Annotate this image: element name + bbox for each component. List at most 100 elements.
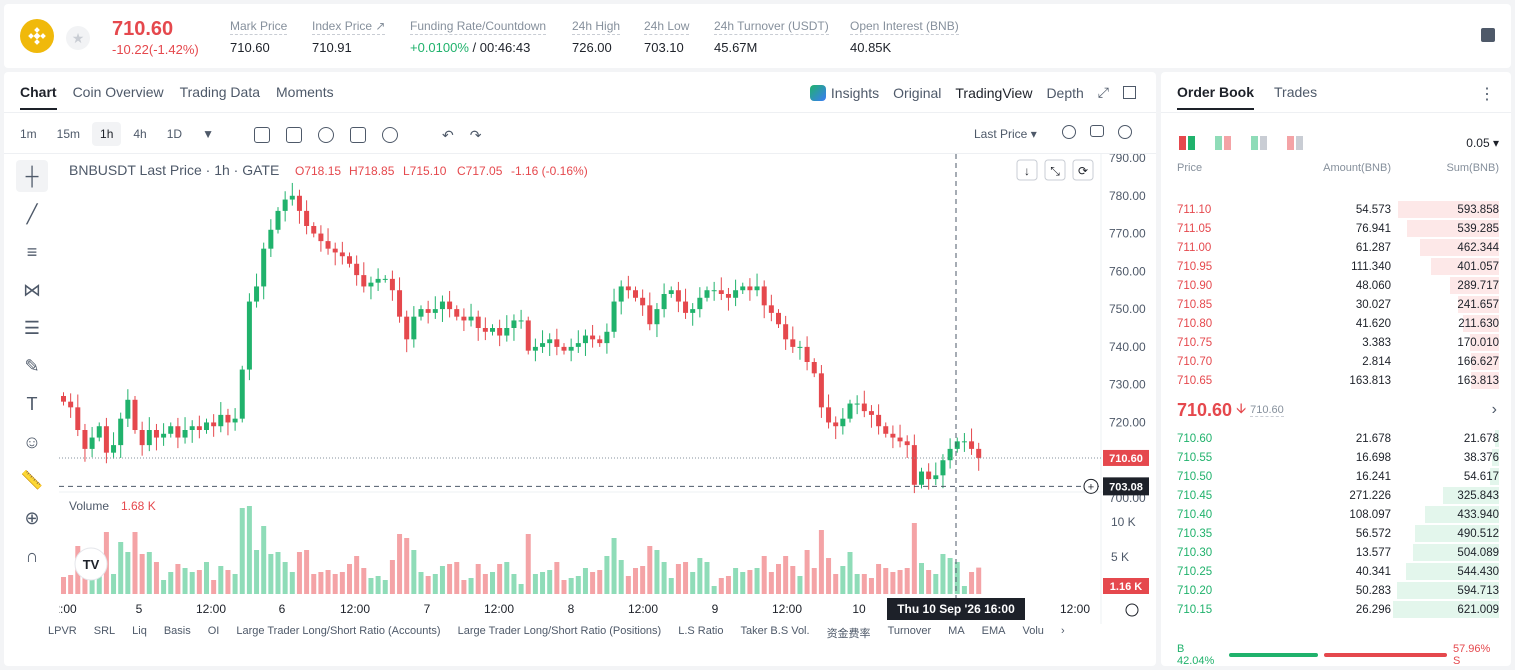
bid-row[interactable]: 710.45 271.226 325.843 (1161, 486, 1511, 505)
ask-row[interactable]: 710.65 163.813 163.813 (1161, 371, 1511, 390)
bid-row[interactable]: 710.30 13.577 504.089 (1161, 543, 1511, 562)
price-step-select[interactable]: 0.05 ▾ (1466, 136, 1499, 150)
ask-row[interactable]: 711.10 54.573 593.858 (1161, 200, 1511, 219)
ask-row[interactable]: 711.00 61.287 462.344 (1161, 238, 1511, 257)
bid-row[interactable]: 710.60 21.678 21.678 (1161, 429, 1511, 448)
candle (175, 426, 181, 438)
ask-row[interactable]: 710.80 41.620 211.630 (1161, 314, 1511, 333)
candle (375, 278, 381, 283)
indicator-item[interactable]: Large Trader Long/Short Ratio (Positions… (457, 625, 662, 637)
candle (225, 414, 231, 423)
view-tradingview[interactable]: TradingView (955, 84, 1033, 101)
indicator-item[interactable]: L.S Ratio (678, 625, 724, 637)
indicator-item[interactable]: Taker B.S Vol. (740, 625, 810, 637)
stat-index-price[interactable]: Index Price ↗ 710.91 (312, 19, 386, 55)
tab-moments[interactable]: Moments (276, 84, 334, 100)
ask-row[interactable]: 710.90 48.060 289.717 (1161, 276, 1511, 295)
chevron-right-icon[interactable]: › (1491, 401, 1497, 418)
candle (275, 210, 281, 230)
bid-row[interactable]: 710.35 56.572 490.512 (1161, 524, 1511, 543)
indicator-item[interactable]: EMA (981, 625, 1006, 637)
volume-bar (783, 556, 789, 594)
view-original[interactable]: Original (893, 84, 942, 101)
indicator-item[interactable]: Liq (132, 625, 147, 637)
view-both-icon[interactable] (1179, 136, 1195, 150)
redo-icon[interactable]: ↷ (469, 127, 482, 143)
view-depth[interactable]: Depth (1046, 84, 1084, 101)
indicator-item[interactable]: 资金费率 (826, 628, 871, 640)
chevron-right-icon[interactable]: › (1060, 625, 1065, 637)
mid-price-row[interactable]: 710.60 🡫 710.60 › (1177, 398, 1497, 422)
ask-row[interactable]: 711.05 76.941 539.285 (1161, 219, 1511, 238)
indicator-item[interactable]: Turnover (887, 625, 932, 637)
tf-4h[interactable]: 4h (133, 127, 147, 141)
expand-icon[interactable]: ⤢ (1097, 84, 1109, 100)
add-alert-icon[interactable] (382, 127, 398, 143)
trendline-icon[interactable]: ╱ (26, 203, 38, 224)
bid-row[interactable]: 710.15 26.296 621.009 (1161, 600, 1511, 619)
emoji-icon[interactable]: ☺ (22, 431, 42, 452)
camera-icon[interactable] (1090, 125, 1104, 137)
indicator-item[interactable]: Large Trader Long/Short Ratio (Accounts) (236, 625, 441, 637)
ask-depth-bar (1430, 258, 1499, 275)
gear-icon[interactable] (1118, 125, 1132, 139)
indicator-item[interactable]: Volu (1022, 625, 1044, 637)
pattern-icon[interactable]: ⋈ (23, 279, 41, 300)
brush-icon[interactable]: ✎ (24, 355, 40, 376)
bid-price: 710.15 (1177, 603, 1213, 616)
text-icon[interactable]: T (26, 393, 38, 414)
indicator-item[interactable]: SRL (93, 625, 116, 637)
indicator-item[interactable]: Basis (163, 625, 191, 637)
tradingview-logo-text: TV (83, 557, 100, 572)
x-tick-label: 7 (424, 602, 431, 616)
tf-dropdown-icon[interactable]: ▼ (202, 127, 214, 141)
view-asks-icon[interactable] (1287, 136, 1303, 150)
tf-1h[interactable]: 1h (92, 122, 122, 146)
tab-chart[interactable]: Chart (20, 84, 57, 110)
candle (833, 422, 839, 427)
ruler-icon[interactable]: 📏 (20, 469, 44, 490)
bid-row[interactable]: 710.25 40.341 544.430 (1161, 562, 1511, 581)
candle-type-icon[interactable] (254, 127, 270, 143)
template-icon[interactable] (350, 127, 366, 143)
fullscreen-icon[interactable] (1123, 86, 1136, 99)
view-both-light-icon[interactable] (1215, 136, 1231, 150)
bid-row[interactable]: 710.40 108.097 433.940 (1161, 505, 1511, 524)
ask-row[interactable]: 710.85 30.027 241.657 (1161, 295, 1511, 314)
favorite-star-icon[interactable]: ★ (66, 26, 90, 50)
tab-trades[interactable]: Trades (1274, 84, 1318, 100)
magnet-icon[interactable]: ∩ (25, 545, 39, 566)
indicator-item[interactable]: OI (207, 625, 220, 637)
price-source-select[interactable]: Last Price ▾ (974, 127, 1037, 141)
book-icon[interactable] (1481, 28, 1495, 42)
tab-order-book[interactable]: Order Book (1177, 84, 1255, 110)
more-menu-icon[interactable]: ⋮ (1479, 86, 1495, 103)
tab-trading-data[interactable]: Trading Data (179, 84, 261, 100)
bid-row[interactable]: 710.20 50.283 594.713 (1161, 581, 1511, 600)
indicators-icon[interactable] (286, 127, 302, 143)
horizontal-lines-icon[interactable]: ≡ (26, 241, 38, 262)
undo-icon[interactable]: ↶ (442, 127, 454, 143)
candle (919, 471, 924, 485)
tab-coin-overview[interactable]: Coin Overview (72, 84, 164, 100)
indicator-item[interactable]: LPVR (48, 625, 77, 637)
bid-depth-bar (1489, 468, 1499, 485)
tf-1d[interactable]: 1D (166, 127, 183, 141)
chart-toolbar: ↶ ↷ (254, 127, 481, 144)
fib-icon[interactable]: ☰ (23, 317, 41, 338)
indicator-item[interactable]: MA (948, 625, 965, 637)
candlestick-chart[interactable]: 790.00 780.00 770.00 760.00 750.00 740.00 730.… (59, 154, 1149, 624)
bid-row[interactable]: 710.55 16.698 38.376 (1161, 448, 1511, 467)
ask-row[interactable]: 710.75 3.383 170.010 (1161, 333, 1511, 352)
view-bids-icon[interactable] (1251, 136, 1267, 150)
tf-1m[interactable]: 1m (20, 127, 37, 141)
replay-icon[interactable] (318, 127, 334, 143)
insights-button[interactable]: Insights (809, 84, 879, 101)
bid-row[interactable]: 710.50 16.241 54.617 (1161, 467, 1511, 486)
ask-row[interactable]: 710.70 2.814 166.627 (1161, 352, 1511, 371)
ask-row[interactable]: 710.95 111.340 401.057 (1161, 257, 1511, 276)
search-icon[interactable] (1062, 125, 1076, 139)
tf-15m[interactable]: 15m (56, 127, 81, 141)
zoom-icon[interactable]: ⊕ (24, 507, 40, 528)
crosshair-icon[interactable]: ┼ (16, 160, 48, 192)
